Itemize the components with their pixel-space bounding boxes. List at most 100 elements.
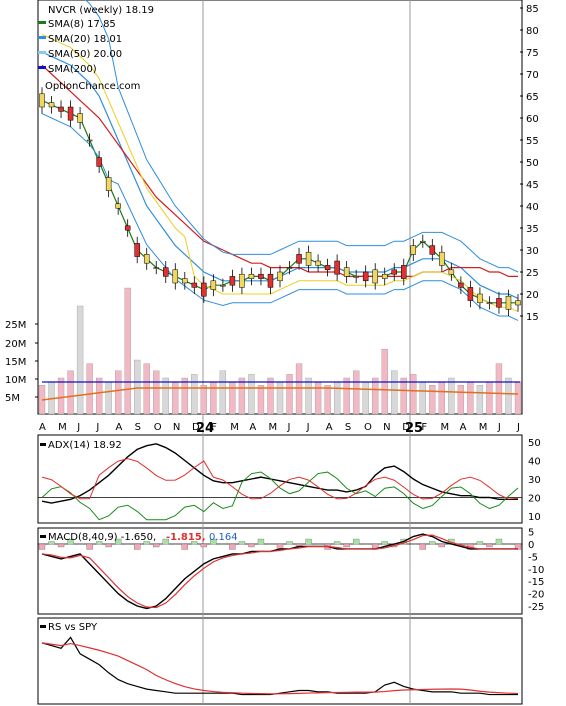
volume-bar xyxy=(391,370,398,415)
month-label: M xyxy=(441,422,450,433)
volume-bar xyxy=(162,377,169,415)
month-label: F xyxy=(211,422,217,433)
macd-tick-label: -10 xyxy=(528,565,544,576)
volume-bar xyxy=(286,374,293,415)
macd-histogram-bar xyxy=(181,543,188,550)
macd-tick-label: -25 xyxy=(528,602,544,613)
price-tick-label: 30 xyxy=(526,246,539,257)
macd-histogram-bar xyxy=(429,541,436,545)
candle-body xyxy=(391,269,397,275)
price-axis: 85 80 75 70 65 60 55 50 45 40 35 30 25 20 15 xyxy=(520,4,539,323)
candle-body xyxy=(277,271,283,282)
macd-histogram-bar xyxy=(219,543,227,545)
volume-bar xyxy=(57,377,65,415)
candle-body xyxy=(172,269,179,284)
month-label: J xyxy=(76,422,80,433)
candle-body xyxy=(248,273,255,279)
candle-body xyxy=(429,245,436,255)
macd-value-red: -1.815, xyxy=(166,532,206,543)
macd-histogram-bar xyxy=(134,543,141,550)
candle-body xyxy=(467,287,474,301)
price-tick-label: 15 xyxy=(526,312,539,323)
volume-bar xyxy=(514,381,522,415)
site-label: OptionChance.com xyxy=(45,81,140,92)
price-panel-frame xyxy=(37,0,523,415)
macd-histogram-bar xyxy=(229,543,236,550)
candle-body xyxy=(477,293,483,304)
year-label-24: 24 xyxy=(196,421,214,436)
macd-label: MACD(8,40,9) -1.650, xyxy=(48,532,156,543)
candle-body xyxy=(343,267,350,277)
volume-bar xyxy=(419,381,426,415)
candle-body xyxy=(210,280,217,290)
volume-bar xyxy=(429,385,436,415)
macd-value-blue: 0.164 xyxy=(209,532,238,543)
candle-body xyxy=(39,93,45,108)
candle-body xyxy=(229,276,236,286)
adx-lines xyxy=(41,443,519,521)
price-tick-label: 85 xyxy=(526,4,539,15)
price-tick-label: 70 xyxy=(526,70,539,81)
volume-bar xyxy=(95,377,103,415)
macd-histogram-bar xyxy=(333,541,341,545)
adx-legend-swatch xyxy=(40,443,46,446)
volume-bar xyxy=(248,374,255,415)
month-label: J xyxy=(516,422,520,433)
bollinger-lower xyxy=(41,113,519,321)
macd-histogram-bar xyxy=(486,543,493,548)
legend-sma8: SMA(8) 17.85 xyxy=(48,19,116,30)
macd-histogram-bar xyxy=(76,543,84,545)
macd-histogram-bar xyxy=(143,541,150,545)
macd-histogram-bar xyxy=(48,541,55,545)
macd-histogram-bar xyxy=(343,543,350,548)
volume-bar xyxy=(210,381,217,415)
price-tick-label: 50 xyxy=(526,158,539,169)
rs-line xyxy=(41,636,518,696)
price-tick-label: 55 xyxy=(526,136,539,147)
macd-histogram-bar xyxy=(257,538,265,545)
candle-body xyxy=(163,267,169,277)
volume-bar xyxy=(267,377,274,415)
macd-histogram-bar xyxy=(57,543,65,548)
volume-bar xyxy=(105,381,112,415)
volume-bar xyxy=(229,381,236,415)
macd-histogram-bar xyxy=(305,538,312,545)
bollinger-upper xyxy=(84,0,519,273)
volume-bar xyxy=(124,287,131,415)
rs-legend-swatch xyxy=(40,625,46,628)
candle-body xyxy=(410,245,417,255)
volume-bar xyxy=(295,363,303,415)
volume-tick-label: 20M xyxy=(5,339,26,350)
month-label: O xyxy=(364,422,372,433)
volume-bar xyxy=(400,377,407,415)
volume-bar xyxy=(257,385,265,415)
month-label: M xyxy=(58,422,67,433)
macd-histogram-bar xyxy=(38,543,46,550)
price-tick-label: 60 xyxy=(526,114,539,125)
month-label: N xyxy=(383,422,390,433)
month-label: A xyxy=(460,422,467,433)
macd-histogram-bar xyxy=(353,538,360,545)
candle-body xyxy=(124,225,131,231)
candle-body xyxy=(324,265,331,271)
month-label: N xyxy=(173,422,180,433)
volume-bar xyxy=(86,363,93,415)
candle-body xyxy=(48,102,55,108)
macd-histogram-bar xyxy=(95,541,103,545)
macd-histogram-bar xyxy=(505,543,512,545)
month-label: A xyxy=(39,422,46,433)
volume-bar xyxy=(219,370,227,415)
volume-bar xyxy=(362,381,369,415)
legend-swatch-sma200 xyxy=(38,66,46,69)
month-label: J xyxy=(95,422,99,433)
candle-body xyxy=(67,106,74,121)
macd-lines xyxy=(41,533,518,610)
legend-swatch-sma8 xyxy=(38,21,46,24)
legend-swatch-sma50 xyxy=(38,51,46,54)
macd-histogram-bar xyxy=(105,543,112,548)
month-label: J xyxy=(497,422,501,433)
rs-panel-frame xyxy=(37,617,523,705)
volume-bar xyxy=(353,370,360,415)
adx-panel-frame xyxy=(37,434,523,524)
